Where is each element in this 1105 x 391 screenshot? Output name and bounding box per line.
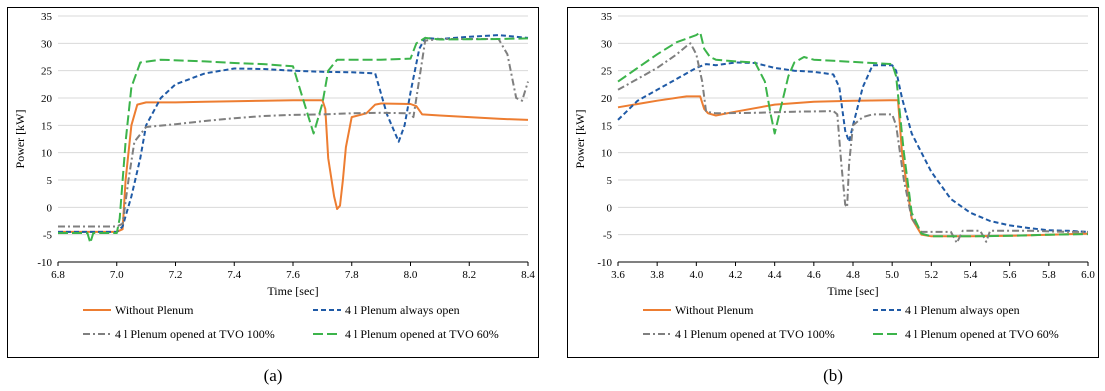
y-tick-label: 10 <box>601 148 613 160</box>
chart-b: -10 -5 0 5 10 15 20 25 30 35 3.6 3.8 4.0 4.2 4.4 4.6 4.8… <box>573 11 1095 341</box>
y-tick-label: 30 <box>41 38 53 50</box>
legend-label: 4 l Plenum opened at TVO 100% <box>675 327 835 341</box>
series-line-2 <box>58 34 529 233</box>
y-tick-label: 35 <box>601 11 613 23</box>
x-tick-label: 5.8 <box>1042 269 1056 281</box>
chart-a: -10 -5 0 5 10 15 20 25 30 35 6.8 7.0 7.2 7.4 7.6 7.8 8.0… <box>13 11 535 341</box>
x-tick-label: 4.6 <box>807 269 821 281</box>
panel-label-b: (b) <box>823 366 843 385</box>
y-tick-label: 0 <box>47 202 53 214</box>
x-axis-title: Time [sec] <box>827 284 878 298</box>
y-axis-title: Power [kW] <box>573 110 587 169</box>
series-line-1 <box>617 95 1089 238</box>
y-tick-label: -10 <box>37 257 52 269</box>
x-tick-label: 4.0 <box>689 269 703 281</box>
x-tick-label: 5.6 <box>1003 269 1017 281</box>
y-tick-label: 25 <box>41 66 53 78</box>
legend-label: 4 l Plenum always open <box>345 303 460 317</box>
x-tick-label: 4.8 <box>846 269 860 281</box>
y-tick-label: 35 <box>41 11 53 23</box>
series-line-2 <box>617 61 1089 233</box>
x-tick-label: 7.2 <box>169 269 183 281</box>
legend-label: Without Plenum <box>115 303 194 317</box>
x-tick-label: 6.8 <box>51 269 65 281</box>
x-tick-label: 5.2 <box>924 269 938 281</box>
x-axis-title: Time [sec] <box>267 284 318 298</box>
legend-label: 4 l Plenum opened at TVO 100% <box>115 327 275 341</box>
series-line-1 <box>58 99 529 233</box>
y-tick-label: 20 <box>41 93 53 105</box>
y-axis-title: Power [kW] <box>13 110 27 169</box>
x-tick-label: 3.8 <box>650 269 664 281</box>
series-line-4 <box>58 36 529 244</box>
x-tick-label: 4.4 <box>768 269 782 281</box>
y-tick-label: 10 <box>41 148 53 160</box>
x-tick-label: 7.4 <box>227 269 241 281</box>
y-tick-label: 20 <box>601 93 613 105</box>
y-tick-label: -5 <box>603 230 613 242</box>
chart-panel-b: -10 -5 0 5 10 15 20 25 30 35 3.6 3.8 4.0 4.2 4.4 4.6 4.8… <box>567 7 1099 358</box>
y-tick-label: -10 <box>597 257 612 269</box>
x-tick-label: 7.8 <box>345 269 359 281</box>
x-tick-label: 7.0 <box>110 269 124 281</box>
y-tick-label: 5 <box>47 175 53 187</box>
panel-label-a: (a) <box>263 366 283 385</box>
x-tick-label: 8.4 <box>521 269 535 281</box>
x-tick-label: 8.2 <box>462 269 476 281</box>
y-tick-label: 15 <box>601 120 613 132</box>
x-tick-label: 7.6 <box>286 269 300 281</box>
legend-label: 4 l Plenum always open <box>905 303 1020 317</box>
y-tick-label: 30 <box>601 38 613 50</box>
y-tick-label: 5 <box>607 175 613 187</box>
x-tick-label: 6.0 <box>1081 269 1095 281</box>
legend-label: 4 l Plenum opened at TVO 60% <box>345 327 499 341</box>
y-tick-label: -5 <box>43 230 53 242</box>
y-tick-label: 25 <box>601 66 613 78</box>
x-tick-label: 5.0 <box>885 269 899 281</box>
x-tick-label: 8.0 <box>404 269 418 281</box>
legend-label: Without Plenum <box>675 303 754 317</box>
chart-panel-a: -10 -5 0 5 10 15 20 25 30 35 6.8 7.0 7.2 7.4 7.6 7.8 8.0… <box>7 7 539 358</box>
x-tick-label: 5.4 <box>964 269 978 281</box>
y-tick-label: 15 <box>41 120 53 132</box>
series-line-4 <box>617 31 1089 238</box>
series-line-3 <box>617 42 1088 244</box>
x-tick-label: 4.2 <box>729 269 743 281</box>
x-tick-label: 3.6 <box>611 269 625 281</box>
y-tick-label: 0 <box>607 202 613 214</box>
legend-label: 4 l Plenum opened at TVO 60% <box>905 327 1059 341</box>
